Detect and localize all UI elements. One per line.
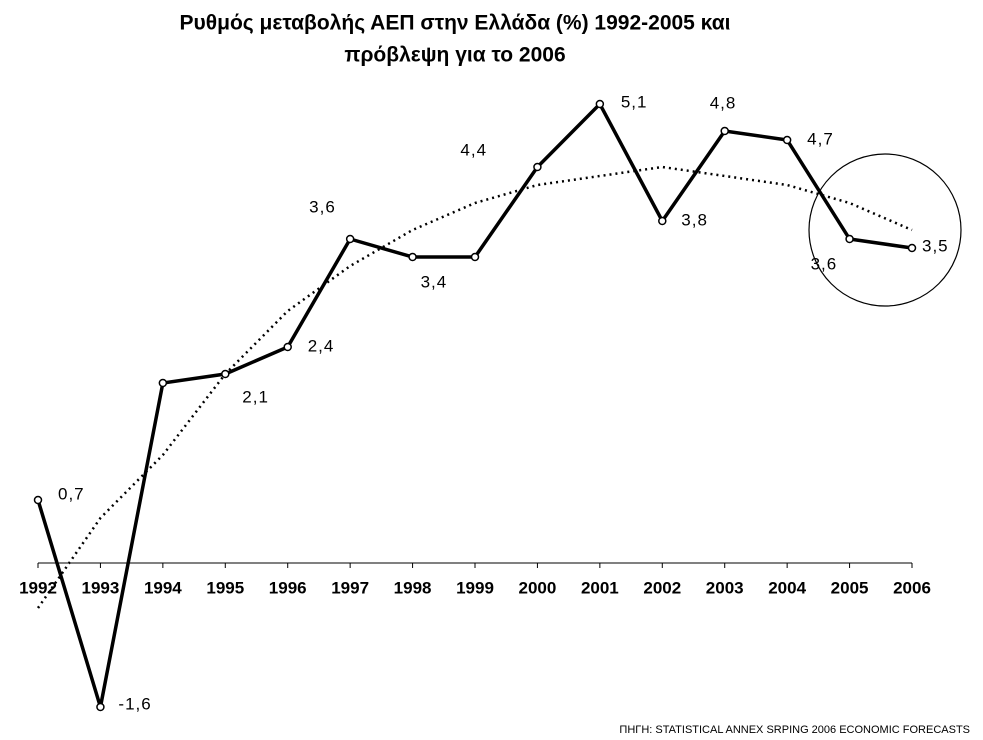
x-tick-label: 1993 [82,578,120,597]
x-tick-label: 2001 [581,578,619,597]
value-label: 3,6 [309,197,336,216]
x-tick-label: 1992 [19,578,57,597]
data-point [845,234,854,244]
value-label: -1,6 [118,694,151,713]
data-point [533,162,542,172]
data-point [782,135,792,145]
x-tick-label: 1994 [144,578,182,597]
value-label: 2,4 [308,336,335,355]
value-label: 3,4 [421,272,448,291]
source: ΠΗΓΗ: STATISTICAL ANNEX SRPING 2006 ECON… [619,724,970,736]
chart-title: πρόβλεψη για το 2006 [344,44,565,67]
data-point [658,216,667,226]
data-point [907,243,917,253]
x-tick-label: 1998 [394,578,432,597]
value-label: 3,8 [681,210,708,229]
data-point [283,342,292,352]
data-point [158,378,168,388]
value-label: 5,1 [621,92,648,111]
x-tick-label: 2003 [706,578,744,597]
highlight-circle [808,153,962,307]
data-point [221,369,230,379]
value-label: 3,5 [922,236,949,255]
x-tick-label: 2005 [831,578,869,597]
data-point [720,126,729,136]
value-label: 2,1 [242,387,269,406]
value-label: 4,4 [460,140,487,159]
data-point [33,495,43,505]
x-tick-label: 2000 [519,578,557,597]
trend-line [36,165,913,609]
data-point [595,99,605,109]
data-point [345,234,355,244]
chart-title: Ρυθμός μεταβολής ΑΕΠ στην Ελλάδα (%) 199… [180,12,731,35]
value-label: 4,7 [807,129,834,148]
data-point [408,252,417,262]
value-label: 0,7 [58,484,85,503]
x-tick-label: 2002 [643,578,681,597]
data-line [36,101,913,708]
x-tick-label: 1997 [331,578,369,597]
x-tick-label: 1996 [269,578,307,597]
value-label: 3,6 [811,254,838,273]
data-point [470,252,480,262]
x-tick-label: 1995 [206,578,244,597]
x-tick-label: 1999 [456,578,494,597]
x-tick-label: 2006 [893,578,931,597]
x-tick-label: 2004 [768,578,806,597]
data-point [96,702,105,712]
value-label: 4,8 [710,93,737,112]
